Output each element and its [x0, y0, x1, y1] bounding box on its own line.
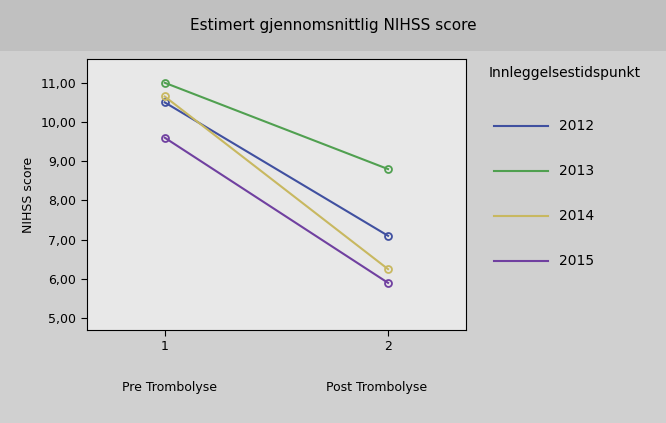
- Text: Post Trombolyse: Post Trombolyse: [326, 381, 427, 393]
- Text: Innleggelsestidspunkt: Innleggelsestidspunkt: [488, 66, 641, 80]
- Text: 2012: 2012: [559, 118, 594, 132]
- Text: 2013: 2013: [559, 164, 594, 178]
- Text: 2015: 2015: [559, 253, 594, 268]
- Y-axis label: NIHSS score: NIHSS score: [22, 157, 35, 233]
- Text: Estimert gjennomsnittlig NIHSS score: Estimert gjennomsnittlig NIHSS score: [190, 18, 476, 33]
- Text: Pre Trombolyse: Pre Trombolyse: [123, 381, 217, 393]
- Text: 2014: 2014: [559, 209, 594, 222]
